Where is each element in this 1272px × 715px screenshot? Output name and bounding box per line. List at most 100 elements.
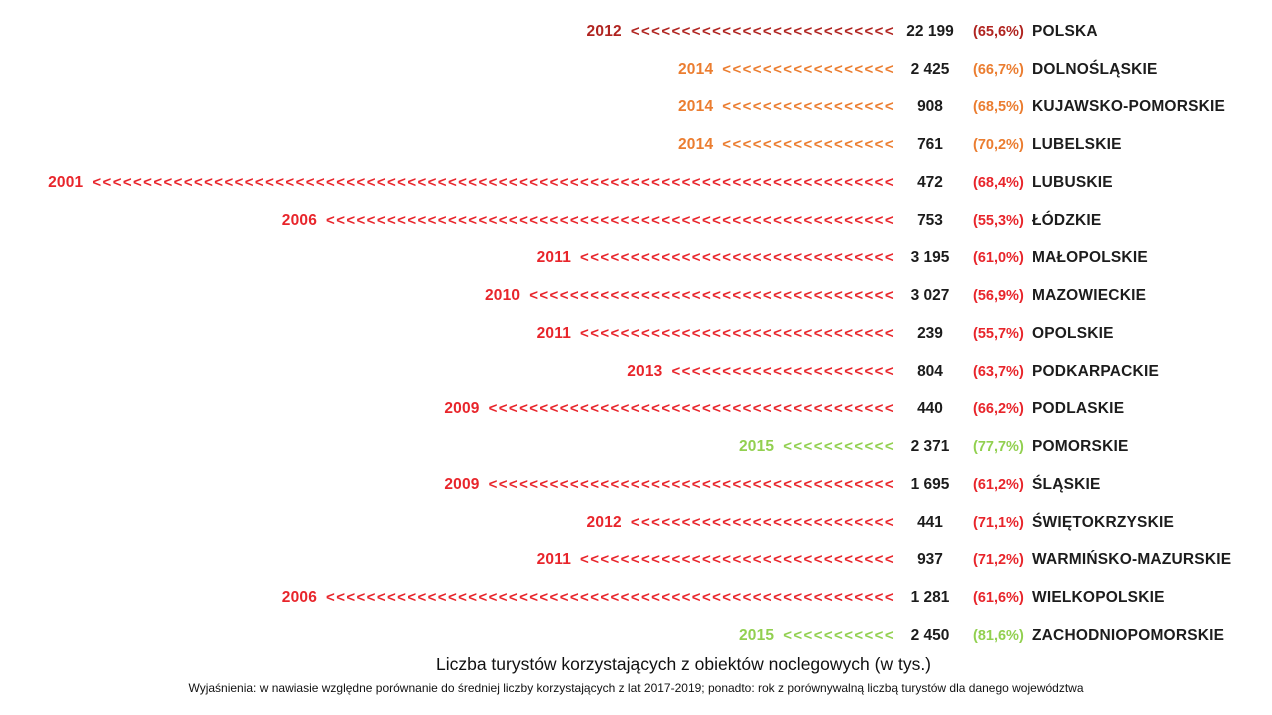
bar-chevrons: <<<<<<<<<<<<<<<<<<<<<<<<<<<<<<<<<<<<<<<<…	[92, 173, 895, 191]
bar-percent-label: (55,7%)	[973, 325, 1024, 342]
bar-year-label: 2001	[48, 173, 84, 191]
chart-row: 2014 <<<<<<<<<<<<<<<<< 908 (68,5%) KUJAWSKO-…	[0, 89, 1272, 127]
bar-year-label: 2009	[444, 400, 480, 418]
bar-value-label: 441	[917, 513, 943, 531]
bar-region-label: ŚLĄSKIE	[1032, 475, 1101, 493]
bar-region-label: MAŁOPOLSKIE	[1032, 249, 1148, 267]
bar-year-label: 2011	[536, 551, 572, 569]
chart-footnote: Wyjaśnienia: w nawiasie względne porówna…	[188, 681, 1084, 695]
chart-row: 2014 <<<<<<<<<<<<<<<<< 761 (70,2%) LUBELSKIE	[0, 126, 1272, 164]
bar-region-label: MAZOWIECKIE	[1032, 287, 1147, 305]
bar-lead: 2009 <<<<<<<<<<<<<<<<<<<<<<<<<<<<<<<<<<<<…	[0, 400, 895, 418]
bar-value-label: 2 371	[910, 438, 950, 456]
chart-row: 2001 <<<<<<<<<<<<<<<<<<<<<<<<<<<<<<<<<<<<…	[0, 164, 1272, 202]
chart-row: 2010 <<<<<<<<<<<<<<<<<<<<<<<<<<<<<<<<<<<<…	[0, 277, 1272, 315]
bar-region-label: OPOLSKIE	[1032, 324, 1114, 342]
bar-percent-label: (70,2%)	[973, 137, 1024, 154]
chart-row: 2014 <<<<<<<<<<<<<<<<< 2 425 (66,7%) DOLNOŚL…	[0, 51, 1272, 89]
bar-region-label: POMORSKIE	[1032, 438, 1129, 456]
bar-lead: 2015 <<<<<<<<<<<	[0, 438, 895, 456]
bar-lead: 2012 <<<<<<<<<<<<<<<<<<<<<<<<<<	[0, 23, 895, 41]
chart-row: 2006 <<<<<<<<<<<<<<<<<<<<<<<<<<<<<<<<<<<<…	[0, 579, 1272, 617]
bar-year-label: 2011	[536, 249, 572, 267]
bar-percent-label: (61,0%)	[973, 250, 1024, 267]
bar-percent-label: (61,2%)	[973, 476, 1024, 493]
bar-lead: 2001 <<<<<<<<<<<<<<<<<<<<<<<<<<<<<<<<<<<<…	[0, 174, 895, 192]
bar-value-label: 753	[917, 211, 943, 229]
chart-row: 2015 <<<<<<<<<<< 2 371 (77,7%) POMORSKIE	[0, 428, 1272, 466]
bar-value-label: 22 199	[906, 22, 954, 40]
bar-year-label: 2012	[586, 22, 622, 40]
bar-year-label: 2012	[586, 513, 622, 531]
bar-percent-label: (71,2%)	[973, 552, 1024, 569]
bar-lead: 2010 <<<<<<<<<<<<<<<<<<<<<<<<<<<<<<<<<<<<	[0, 287, 895, 305]
bar-region-label: ŚWIĘTOKRZYSKIE	[1032, 513, 1175, 531]
bar-chevrons: <<<<<<<<<<<<<<<<<<<<<<<<<<<<<<<<<<<<	[529, 287, 895, 305]
bar-value-label: 472	[917, 173, 943, 191]
chart-rows: 2012 <<<<<<<<<<<<<<<<<<<<<<<<<< 22 199 (65,…	[0, 13, 1272, 655]
bar-chevrons: <<<<<<<<<<<	[783, 626, 895, 644]
bar-lead: 2015 <<<<<<<<<<<	[0, 627, 895, 645]
bar-percent-label: (65,6%)	[973, 23, 1024, 40]
bar-year-label: 2014	[677, 98, 714, 116]
bar-region-label: WIELKOPOLSKIE	[1032, 589, 1165, 607]
chart-row: 2011 <<<<<<<<<<<<<<<<<<<<<<<<<<<<<<< 937 (7…	[0, 542, 1272, 580]
bar-value-label: 2 450	[910, 626, 950, 644]
bar-percent-label: (71,1%)	[973, 514, 1024, 531]
bar-year-label: 2015	[738, 438, 775, 456]
bar-value-label: 1 695	[910, 475, 950, 493]
bar-percent-label: (55,3%)	[973, 212, 1024, 229]
bar-region-label: PODKARPACKIE	[1032, 362, 1159, 380]
bar-lead: 2006 <<<<<<<<<<<<<<<<<<<<<<<<<<<<<<<<<<<<…	[0, 589, 895, 607]
bar-year-label: 2006	[281, 211, 318, 229]
bar-region-label: DOLNOŚLĄSKIE	[1032, 60, 1158, 78]
bar-lead: 2011 <<<<<<<<<<<<<<<<<<<<<<<<<<<<<<<	[0, 325, 895, 343]
bar-chevrons: <<<<<<<<<<<<<<<<<<<<<<<<<<	[630, 513, 895, 531]
bar-region-label: KUJAWSKO-POMORSKIE	[1032, 98, 1226, 116]
chart-row: 2013 <<<<<<<<<<<<<<<<<<<<<< 804 (63,7%) PODK…	[0, 353, 1272, 391]
bar-chevrons: <<<<<<<<<<<<<<<<<<<<<<<<<<	[630, 22, 895, 40]
chart-row: 2006 <<<<<<<<<<<<<<<<<<<<<<<<<<<<<<<<<<<<…	[0, 202, 1272, 240]
bar-year-label: 2009	[444, 475, 480, 493]
chart-row: 2011 <<<<<<<<<<<<<<<<<<<<<<<<<<<<<<< 239 (5…	[0, 315, 1272, 353]
bar-chevrons: <<<<<<<<<<<<<<<<<	[722, 98, 895, 116]
bar-value-label: 908	[917, 98, 943, 116]
bar-region-label: LUBUSKIE	[1032, 173, 1113, 191]
bar-chevrons: <<<<<<<<<<<<<<<<<<<<<<<<<<<<<<<<<<<<<<<<…	[326, 211, 895, 229]
bar-lead: 2006 <<<<<<<<<<<<<<<<<<<<<<<<<<<<<<<<<<<<…	[0, 212, 895, 230]
bar-lead: 2014 <<<<<<<<<<<<<<<<<	[0, 98, 895, 116]
chart-title-wrap: Liczba turystów korzystających z obiektó…	[0, 652, 1272, 676]
bar-region-label: WARMIŃSKO-MAZURSKIE	[1032, 551, 1232, 569]
bar-value-label: 761	[917, 136, 943, 154]
bar-region-label: ZACHODNIOPOMORSKIE	[1032, 626, 1225, 644]
bar-percent-label: (81,6%)	[973, 627, 1024, 644]
bar-chevrons: <<<<<<<<<<<<<<<<<	[722, 60, 895, 78]
bar-value-label: 3 195	[910, 249, 950, 267]
bar-lead: 2014 <<<<<<<<<<<<<<<<<	[0, 136, 895, 154]
bar-percent-label: (68,5%)	[973, 99, 1024, 116]
bar-percent-label: (66,2%)	[973, 401, 1024, 418]
bar-year-label: 2014	[677, 136, 714, 154]
bar-chevrons: <<<<<<<<<<<<<<<<<<<<<<	[671, 362, 895, 380]
chart-row: 2009 <<<<<<<<<<<<<<<<<<<<<<<<<<<<<<<<<<<<…	[0, 391, 1272, 429]
bar-value-label: 440	[917, 400, 943, 418]
bar-chevrons: <<<<<<<<<<<<<<<<<	[722, 136, 895, 154]
bar-lead: 2009 <<<<<<<<<<<<<<<<<<<<<<<<<<<<<<<<<<<<…	[0, 476, 895, 494]
bar-lead: 2011 <<<<<<<<<<<<<<<<<<<<<<<<<<<<<<<	[0, 249, 895, 267]
bar-value-label: 3 027	[910, 287, 950, 305]
bar-year-label: 2015	[738, 626, 775, 644]
bar-value-label: 2 425	[910, 60, 950, 78]
bar-lead: 2011 <<<<<<<<<<<<<<<<<<<<<<<<<<<<<<<	[0, 551, 895, 569]
bar-value-label: 1 281	[910, 589, 950, 607]
bar-year-label: 2013	[627, 362, 663, 380]
bar-percent-label: (68,4%)	[973, 174, 1024, 191]
bar-lead: 2012 <<<<<<<<<<<<<<<<<<<<<<<<<<	[0, 514, 895, 532]
bar-chevrons: <<<<<<<<<<<<<<<<<<<<<<<<<<<<<<<	[580, 551, 895, 569]
bar-lead: 2014 <<<<<<<<<<<<<<<<<	[0, 61, 895, 79]
bar-chevrons: <<<<<<<<<<<<<<<<<<<<<<<<<<<<<<<<<<<<<<<<	[488, 400, 895, 418]
bar-chevrons: <<<<<<<<<<<	[783, 438, 895, 456]
bar-chevrons: <<<<<<<<<<<<<<<<<<<<<<<<<<<<<<<<<<<<<<<<…	[326, 589, 895, 607]
bar-value-label: 804	[917, 362, 943, 380]
bar-year-label: 2006	[281, 589, 318, 607]
